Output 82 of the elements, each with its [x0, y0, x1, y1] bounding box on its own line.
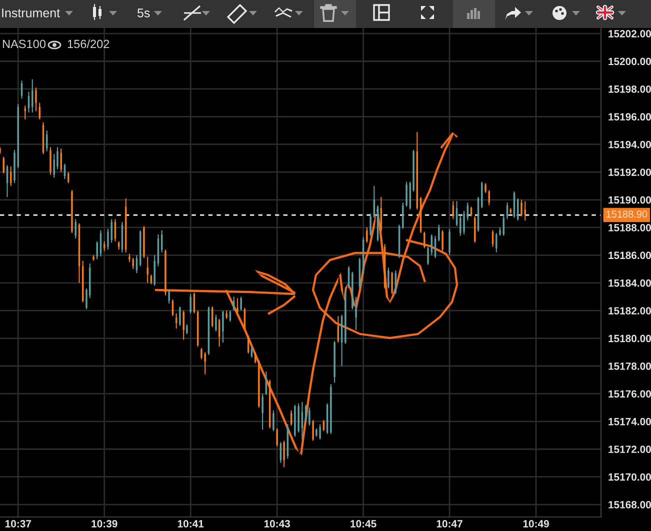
candlestick: [312, 420, 314, 442]
candlestick: [154, 254, 156, 286]
x-tick-label: 10:49: [523, 520, 549, 528]
candlestick: [53, 154, 55, 178]
y-tick-label: 15186.00: [608, 252, 651, 260]
candlestick: [308, 407, 310, 426]
y-tick-label: 15182.00: [608, 307, 651, 314]
y-tick-label: 15202.00: [608, 30, 651, 38]
candlestick: [179, 306, 181, 326]
candlestick: [391, 271, 393, 294]
x-tick-label: 10:39: [92, 520, 118, 528]
candlestick: [200, 347, 202, 360]
candlestick: [272, 410, 274, 432]
y-tick-label: 15170.00: [608, 473, 651, 481]
y-tick-label: 15188.00: [608, 224, 651, 232]
y-tick-label: 15190.00: [608, 196, 651, 204]
candlestick: [388, 267, 390, 289]
candlestick: [474, 216, 476, 244]
candlestick: [215, 314, 217, 332]
candlestick: [146, 256, 148, 284]
y-tick-label: 15200.00: [608, 58, 651, 66]
candlestick: [283, 440, 285, 468]
y-tick-label: 15168.00: [608, 501, 651, 508]
candlestick: [496, 232, 498, 253]
candlestick: [110, 218, 112, 244]
candlestick: [168, 289, 170, 304]
x-tick-label: 10:43: [264, 520, 290, 528]
x-tick-label: 10:37: [5, 520, 31, 528]
candlestick: [460, 214, 462, 236]
candlestick: [236, 298, 238, 314]
candlestick: [442, 230, 444, 252]
candlestick: [96, 240, 98, 260]
text: Instrument: [2, 8, 60, 18]
candlestick: [74, 218, 76, 240]
candlestick: [517, 198, 519, 222]
y-tick-label: 15172.00: [608, 446, 651, 453]
candlestick: [222, 310, 224, 343]
y-tick-label: 15176.00: [608, 390, 651, 398]
candlestick: [262, 393, 264, 430]
candlestick: [448, 228, 450, 256]
ref-line-label: 15188.90: [606, 210, 648, 218]
candlestick: [60, 148, 62, 173]
candlestick: [484, 182, 486, 194]
candlestick: [50, 146, 52, 176]
text: NAS100: [2, 40, 46, 48]
y-tick-label: 15174.00: [608, 418, 651, 426]
candlestick: [24, 105, 26, 120]
x-tick-label: 10:45: [350, 520, 376, 528]
candlestick: [366, 226, 368, 244]
y-tick-label: 15180.00: [608, 334, 651, 342]
y-tick-label: 15194.00: [608, 140, 651, 148]
candlestick: [190, 293, 192, 314]
candlestick: [427, 246, 429, 266]
text: 5s: [138, 8, 150, 18]
candlestick: [103, 240, 106, 252]
text: 156/202: [68, 40, 110, 48]
x-tick-label: 10:41: [178, 520, 204, 528]
candlestick: [520, 199, 522, 217]
candlestick: [186, 324, 188, 335]
y-tick-label: 15184.00: [608, 279, 651, 287]
candlestick: [240, 296, 242, 312]
candlestick: [319, 424, 321, 440]
candlestick: [10, 166, 12, 186]
candlestick: [463, 210, 465, 235]
y-tick-label: 15196.00: [608, 113, 651, 121]
candlestick: [35, 87, 37, 112]
candlestick: [204, 352, 206, 375]
y-tick-label: 15178.00: [608, 362, 651, 370]
candlestick: [402, 202, 404, 230]
y-tick-label: 15192.00: [608, 168, 651, 176]
candlestick: [132, 257, 134, 270]
candlestick: [38, 102, 40, 120]
candlestick: [438, 224, 440, 242]
candlestick: [2, 156, 4, 174]
candlestick: [370, 213, 372, 236]
y-tick-label: 15198.00: [608, 85, 651, 93]
x-tick-label: 10:47: [436, 520, 462, 528]
candlestick: [182, 310, 184, 340]
candlestick: [406, 181, 408, 208]
candlestick: [424, 231, 426, 249]
candlestick: [481, 181, 483, 209]
candlestick: [276, 428, 278, 447]
